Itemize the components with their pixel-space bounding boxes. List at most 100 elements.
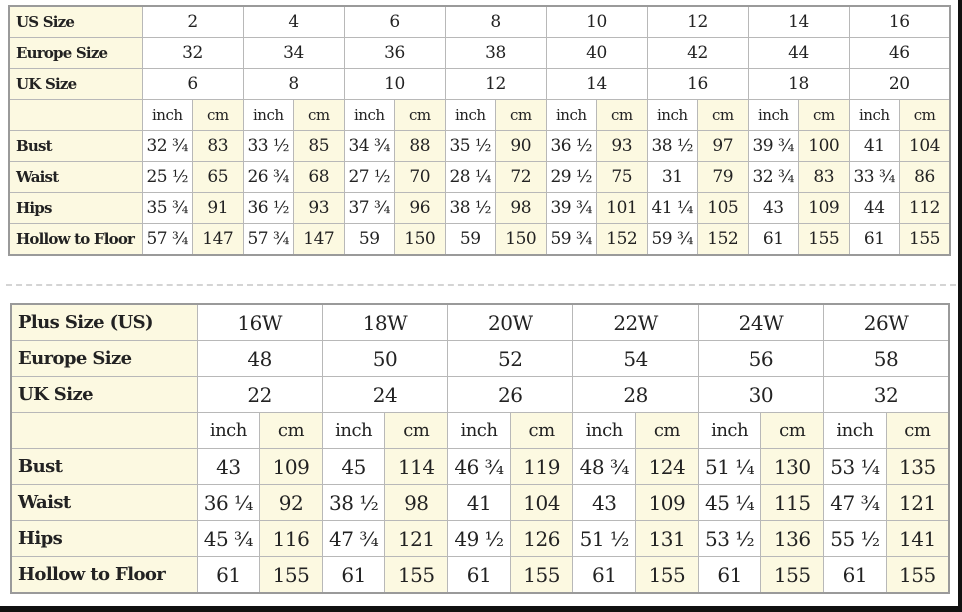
size-cell: 10 [343, 68, 446, 100]
cm-value-cell: 85 [293, 130, 345, 162]
size-cell: 6 [343, 5, 446, 38]
size-cell: 8 [242, 68, 345, 100]
unit-header-cm: cm [697, 99, 749, 131]
cm-value-cell: 116 [259, 520, 323, 557]
inch-value-cell: 46 ¾ [447, 448, 511, 485]
cm-value-cell: 83 [798, 161, 850, 193]
cm-value-cell: 65 [192, 161, 244, 193]
size-cell: 30 [697, 376, 825, 413]
inch-value-cell: 36 ½ [242, 192, 294, 224]
cm-value-cell: 155 [899, 223, 951, 256]
cm-value-cell: 135 [885, 448, 950, 485]
cm-value-cell: 155 [384, 556, 449, 594]
cm-value-cell: 147 [293, 223, 345, 256]
inch-value-cell: 41 [848, 130, 900, 162]
cm-value-cell: 109 [798, 192, 850, 224]
size-cell: 26 [447, 376, 574, 413]
size-cell: 24W [697, 303, 825, 341]
inch-value-cell: 49 ½ [447, 520, 511, 557]
unit-header-inch: inch [242, 99, 294, 131]
size-row-europe-size: Europe Size 48 50 52 54 56 58 [10, 340, 950, 377]
cm-value-cell: 104 [899, 130, 951, 162]
unit-header-inch: inch [545, 99, 597, 131]
size-cell: 14 [747, 5, 850, 38]
inch-value-cell: 27 ½ [343, 161, 395, 193]
cm-value-cell: 105 [697, 192, 749, 224]
unit-header-cm: cm [192, 99, 244, 131]
cm-value-cell: 155 [798, 223, 850, 256]
inch-value-cell: 57 ¾ [141, 223, 193, 256]
size-cell: 4 [242, 5, 345, 38]
size-row-europe-size: Europe Size 32 34 36 38 40 42 44 46 [8, 37, 951, 69]
size-cell: 44 [747, 37, 850, 69]
inch-value-cell: 61 [447, 556, 511, 594]
unit-header-inch: inch [646, 99, 698, 131]
plus-size-chart-table: Plus Size (US) 16W 18W 20W 22W 24W 26W Europe S… [10, 303, 950, 594]
cm-value-cell: 119 [509, 448, 574, 485]
inch-value-cell: 61 [848, 223, 900, 256]
inch-value-cell: 59 ¾ [545, 223, 597, 256]
cm-value-cell: 79 [697, 161, 749, 193]
size-cell: 16W [196, 303, 323, 341]
cm-value-cell: 98 [495, 192, 547, 224]
row-label: Waist [10, 484, 198, 521]
inch-value-cell: 38 ½ [444, 192, 496, 224]
unit-header-cm: cm [384, 412, 449, 449]
unit-header-cm: cm [635, 412, 699, 449]
cm-value-cell: 155 [509, 556, 574, 594]
measure-row-hips: Hips 45 ¾ 116 47 ¾ 121 49 ½ 126 51 ½ 131 53 ½ 136 5… [10, 520, 950, 557]
cm-value-cell: 97 [697, 130, 749, 162]
cm-value-cell: 152 [596, 223, 648, 256]
inch-value-cell: 32 ¾ [747, 161, 799, 193]
image-right-edge [958, 0, 962, 612]
cm-value-cell: 141 [885, 520, 950, 557]
inch-value-cell: 39 ¾ [747, 130, 799, 162]
inch-value-cell: 45 ¾ [196, 520, 261, 557]
cm-value-cell: 109 [635, 484, 699, 521]
inch-value-cell: 25 ½ [141, 161, 193, 193]
inch-value-cell: 34 ¾ [343, 130, 395, 162]
cm-value-cell: 121 [384, 520, 449, 557]
row-label: UK Size [8, 68, 143, 100]
inch-value-cell: 61 [196, 556, 261, 594]
row-label: Europe Size [10, 340, 198, 377]
row-label: UK Size [10, 376, 198, 413]
size-row-uk-size: UK Size 6 8 10 12 14 16 18 20 [8, 68, 951, 100]
inch-value-cell: 41 [447, 484, 511, 521]
measure-row-bust: Bust 32 ¾ 83 33 ½ 85 34 ¾ 88 35 ½ 90 36 ½ 93 38 ½ 97… [8, 130, 951, 162]
cm-value-cell: 90 [495, 130, 547, 162]
inch-value-cell: 45 ¼ [697, 484, 762, 521]
cm-value-cell: 112 [899, 192, 951, 224]
row-label: US Size [8, 5, 143, 38]
size-cell: 16 [646, 68, 749, 100]
cm-value-cell: 114 [384, 448, 449, 485]
size-cell: 24 [321, 376, 449, 413]
unit-header-cm: cm [885, 412, 950, 449]
inch-value-cell: 61 [747, 223, 799, 256]
unit-header-inch: inch [141, 99, 193, 131]
unit-header-cm: cm [509, 412, 574, 449]
cm-value-cell: 130 [760, 448, 825, 485]
size-cell: 14 [545, 68, 648, 100]
size-row-uk-size: UK Size 22 24 26 28 30 32 [10, 376, 950, 413]
unit-header-inch: inch [572, 412, 637, 449]
image-bottom-edge [0, 606, 962, 612]
inch-value-cell: 35 ½ [444, 130, 496, 162]
unit-header-inch: inch [447, 412, 511, 449]
cm-value-cell: 126 [509, 520, 574, 557]
size-cell: 32 [141, 37, 244, 69]
unit-header-row: inch cm inch cm inch cm inch cm inch cm inch cm inch… [8, 99, 951, 131]
size-cell: 18W [321, 303, 449, 341]
cm-value-cell: 93 [596, 130, 648, 162]
inch-value-cell: 31 [646, 161, 698, 193]
cm-value-cell: 68 [293, 161, 345, 193]
size-cell: 12 [444, 68, 547, 100]
cm-value-cell: 98 [384, 484, 449, 521]
unit-header-row: inch cm inch cm inch cm inch cm inch cm inch cm [10, 412, 950, 449]
measure-row-waist: Waist 25 ½ 65 26 ¾ 68 27 ½ 70 28 ¼ 72 29 ½ 75 31 79 3… [8, 161, 951, 193]
size-cell: 16 [848, 5, 951, 38]
inch-value-cell: 38 ½ [646, 130, 698, 162]
inch-value-cell: 61 [697, 556, 762, 594]
row-label: Hollow to Floor [10, 556, 198, 594]
size-cell: 8 [444, 5, 547, 38]
